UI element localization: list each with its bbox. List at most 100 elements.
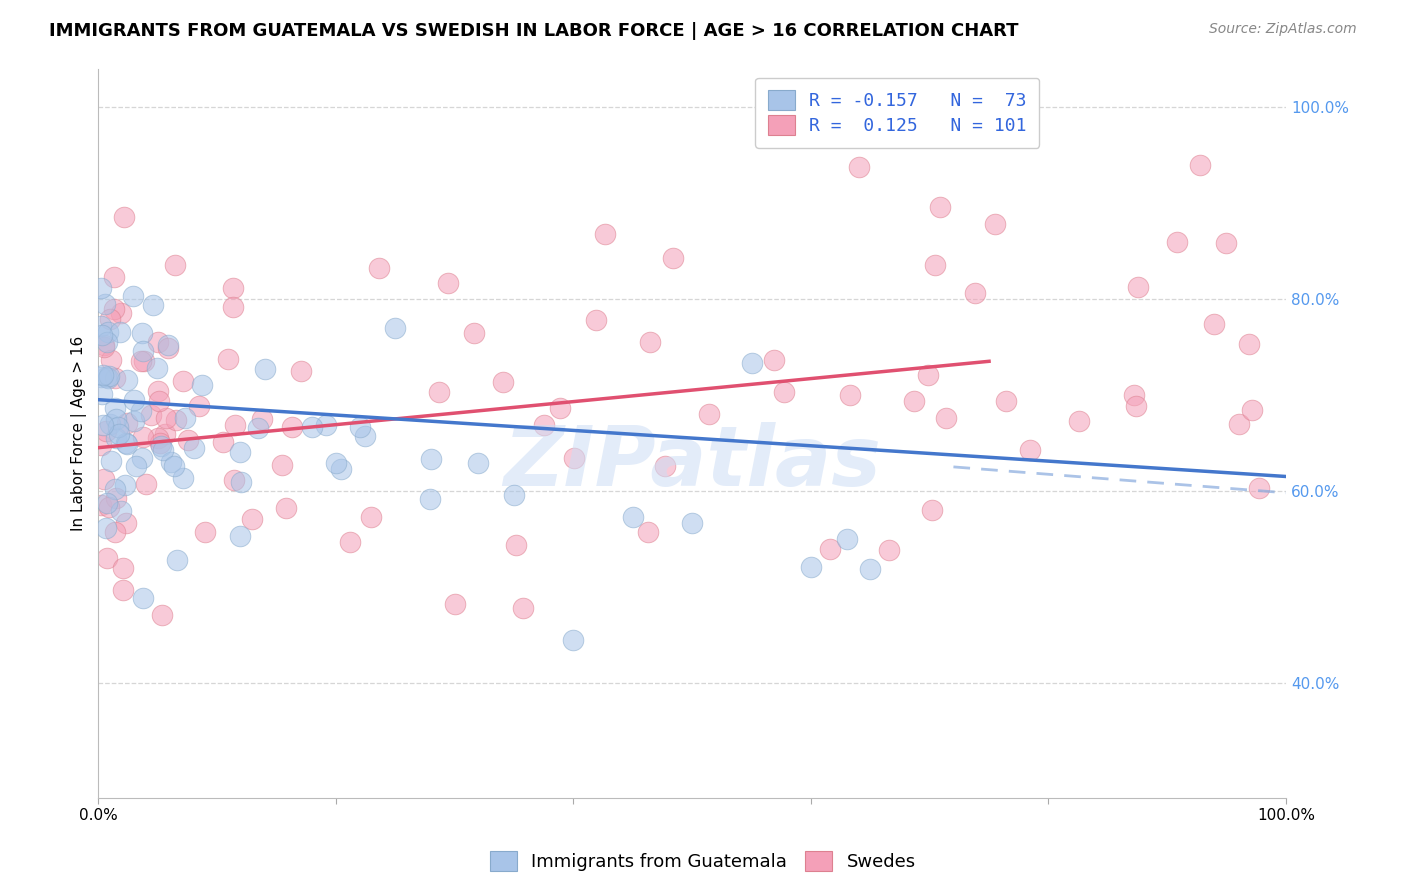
Point	[762, 352, 785, 367]
Point	[91, 418, 114, 433]
Y-axis label: In Labor Force | Age > 16: In Labor Force | Age > 16	[72, 335, 87, 531]
Point	[194, 524, 217, 539]
Point	[165, 413, 187, 427]
Point	[96, 496, 118, 510]
Point	[165, 258, 187, 272]
Point	[585, 313, 607, 327]
Point	[112, 210, 135, 224]
Point	[90, 327, 112, 342]
Point	[160, 455, 183, 469]
Point	[117, 417, 139, 431]
Point	[281, 419, 304, 434]
Point	[146, 432, 169, 446]
Point	[935, 411, 957, 425]
Point	[157, 338, 180, 352]
Point	[121, 289, 143, 303]
Point	[917, 368, 939, 383]
Point	[103, 301, 125, 316]
Point	[135, 477, 157, 491]
Point	[224, 474, 246, 488]
Point	[177, 433, 200, 447]
Point	[149, 435, 172, 450]
Point	[253, 361, 276, 376]
Point	[240, 511, 263, 525]
Point	[122, 393, 145, 408]
Point	[152, 442, 174, 457]
Point	[301, 420, 323, 434]
Point	[103, 270, 125, 285]
Point	[231, 475, 253, 490]
Point	[368, 260, 391, 275]
Point	[329, 462, 352, 476]
Point	[1067, 414, 1090, 428]
Point	[162, 459, 184, 474]
Point	[562, 633, 585, 648]
Point	[222, 281, 245, 295]
Point	[104, 371, 127, 385]
Point	[315, 418, 337, 433]
Point	[820, 542, 842, 557]
Point	[104, 483, 127, 497]
Point	[93, 472, 115, 486]
Point	[562, 450, 585, 465]
Point	[505, 538, 527, 552]
Point	[1202, 318, 1225, 332]
Point	[681, 516, 703, 531]
Point	[100, 453, 122, 467]
Point	[1188, 158, 1211, 172]
Point	[222, 300, 245, 314]
Point	[533, 418, 555, 433]
Point	[503, 488, 526, 502]
Point	[1122, 388, 1144, 402]
Point	[110, 504, 132, 518]
Point	[117, 373, 139, 387]
Point	[146, 384, 169, 398]
Point	[637, 524, 659, 539]
Point	[638, 334, 661, 349]
Point	[492, 375, 515, 389]
Point	[100, 352, 122, 367]
Point	[360, 510, 382, 524]
Point	[228, 444, 250, 458]
Point	[114, 516, 136, 531]
Point	[859, 561, 882, 575]
Point	[835, 533, 858, 547]
Point	[104, 412, 127, 426]
Point	[157, 341, 180, 355]
Point	[97, 325, 120, 339]
Point	[994, 394, 1017, 409]
Legend: Immigrants from Guatemala, Swedes: Immigrants from Guatemala, Swedes	[482, 844, 924, 879]
Point	[839, 388, 862, 402]
Point	[122, 414, 145, 428]
Point	[190, 378, 212, 392]
Point	[129, 354, 152, 368]
Point	[105, 491, 128, 505]
Point	[384, 321, 406, 335]
Point	[339, 534, 361, 549]
Point	[146, 334, 169, 349]
Point	[325, 455, 347, 469]
Point	[929, 200, 952, 214]
Point	[963, 286, 986, 301]
Text: ZIPatlas: ZIPatlas	[503, 422, 882, 503]
Point	[112, 582, 135, 597]
Point	[104, 525, 127, 540]
Point	[924, 258, 946, 272]
Point	[741, 356, 763, 370]
Text: Source: ZipAtlas.com: Source: ZipAtlas.com	[1209, 22, 1357, 37]
Point	[131, 326, 153, 340]
Point	[419, 492, 441, 507]
Point	[1126, 280, 1149, 294]
Point	[224, 418, 246, 433]
Point	[1247, 481, 1270, 495]
Point	[444, 597, 467, 611]
Point	[108, 325, 131, 339]
Point	[1241, 403, 1264, 417]
Point	[132, 430, 155, 444]
Point	[98, 417, 121, 432]
Point	[290, 364, 312, 378]
Point	[94, 425, 117, 439]
Point	[217, 351, 239, 366]
Point	[141, 408, 163, 422]
Point	[115, 436, 138, 450]
